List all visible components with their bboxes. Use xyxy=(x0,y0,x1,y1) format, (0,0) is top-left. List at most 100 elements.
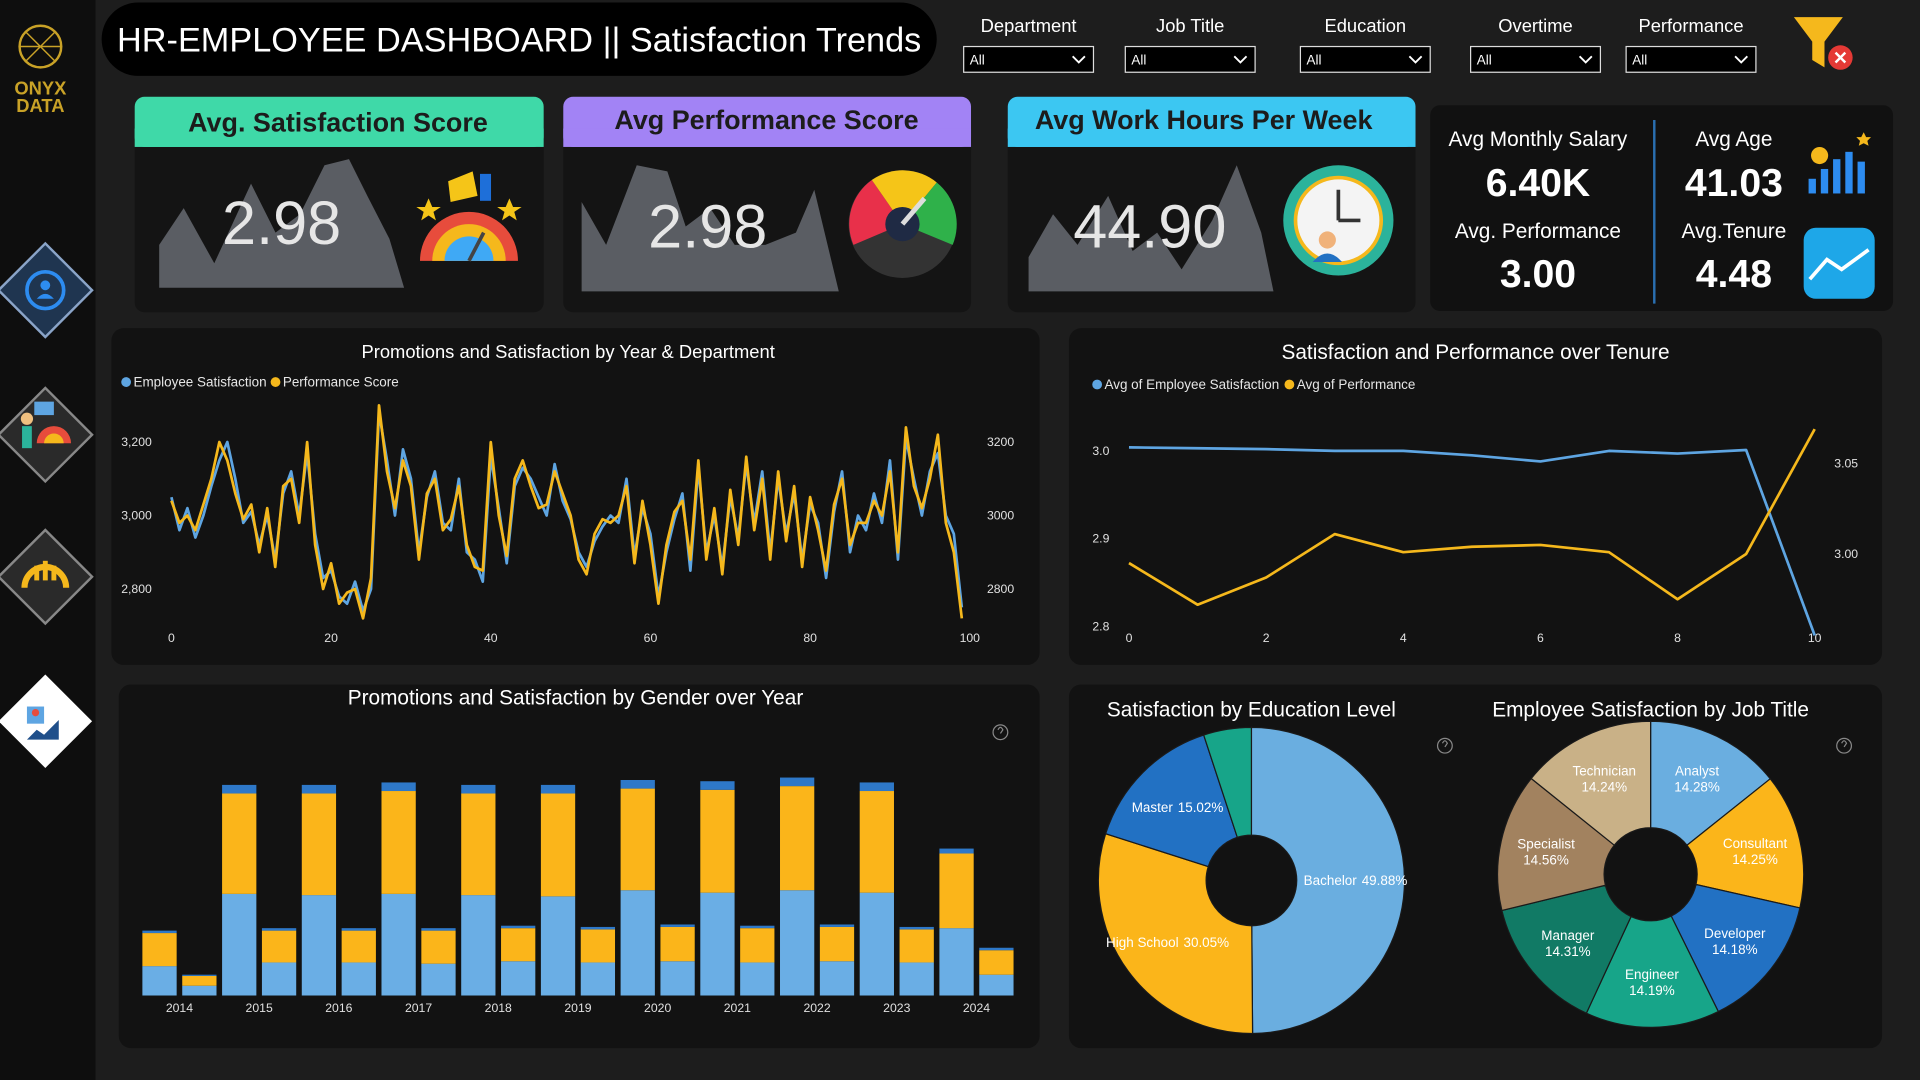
x-tick-label: 2018 xyxy=(485,1001,512,1015)
bar-segment xyxy=(421,928,456,931)
bar-segment xyxy=(819,924,855,927)
nav-trends[interactable] xyxy=(0,528,94,626)
x-tick-label: 60 xyxy=(644,631,658,645)
y2-tick-label: 3200 xyxy=(987,435,1014,449)
kpi-title: Avg. Satisfaction Score xyxy=(188,107,488,137)
slice-value: 14.31% xyxy=(1545,943,1591,958)
y-tick-label: 3,200 xyxy=(121,435,152,449)
bar-segment xyxy=(580,962,616,996)
bar-segment xyxy=(501,961,536,996)
slice-category: High School xyxy=(1106,935,1179,950)
bar-segment xyxy=(740,928,775,963)
pie-slice xyxy=(1250,726,1405,1035)
pie-slice xyxy=(1097,832,1254,1035)
bar-segment xyxy=(421,930,456,964)
y2-tick-label: 3000 xyxy=(987,509,1014,523)
bar-segment xyxy=(740,962,775,996)
x-tick-label: 2016 xyxy=(325,1001,352,1015)
bar-segment xyxy=(540,896,576,996)
bar-segment xyxy=(939,928,974,996)
pie-slice xyxy=(1501,884,1632,1015)
filter-dropdown[interactable]: All xyxy=(963,45,1095,73)
kpi-value: 2.98 xyxy=(222,189,341,257)
pie-slice xyxy=(1496,777,1616,912)
nav-overview[interactable] xyxy=(0,674,93,768)
pie-slice xyxy=(1104,734,1239,868)
pie-slice xyxy=(1202,726,1253,839)
filter-dropdown[interactable]: All xyxy=(1625,45,1757,73)
x-tick-label: 2 xyxy=(1263,631,1270,645)
y2-tick-label: 2800 xyxy=(987,582,1014,596)
stat-label: Avg Age xyxy=(1695,128,1772,151)
stat-value: 3.00 xyxy=(1500,253,1576,296)
stats-card xyxy=(1430,105,1894,312)
dropdown-chevron xyxy=(1408,55,1423,64)
bar-segment xyxy=(580,926,616,930)
bar-segment xyxy=(301,784,337,794)
kpi-value: 2.98 xyxy=(648,193,767,261)
dropdown-box xyxy=(1625,45,1757,73)
dropdown-chevron xyxy=(1734,55,1748,64)
bar-segment xyxy=(501,928,536,962)
nav-performance[interactable] xyxy=(0,386,94,484)
bar-segment xyxy=(859,782,894,792)
slice-value: 30.05% xyxy=(1183,935,1229,950)
bar-segment xyxy=(142,930,177,934)
line-series xyxy=(170,403,964,620)
bar-segment xyxy=(501,925,536,929)
y2-tick-label: 3.05 xyxy=(1834,456,1858,470)
filter-dropdown[interactable]: All xyxy=(1470,45,1602,73)
dashboard-title: HR-EMPLOYEE DASHBOARD || Satisfaction Tr… xyxy=(117,21,921,59)
stat-value: 6.40K xyxy=(1486,162,1591,205)
slice-label: Developer 14.18% xyxy=(1704,926,1766,957)
title-pill xyxy=(101,2,937,76)
y-tick-label: 3,000 xyxy=(121,509,152,523)
clear-filters[interactable] xyxy=(1793,17,1853,70)
slice-category: Bachelor xyxy=(1304,873,1358,888)
slice-category: Specialist xyxy=(1517,836,1575,851)
filter-dropdown[interactable]: All xyxy=(1299,45,1431,73)
x-tick-label: 2017 xyxy=(405,1001,432,1015)
x-tick-label: 80 xyxy=(803,631,817,645)
kpi-title: Avg Performance Score xyxy=(614,105,918,135)
stat-value: 4.48 xyxy=(1696,253,1772,296)
line-series xyxy=(1128,446,1816,636)
y-tick-label: 3.0 xyxy=(1092,444,1109,458)
filter-dropdown[interactable]: All xyxy=(1124,45,1256,73)
y-tick-label: 2.8 xyxy=(1092,620,1109,634)
nav-satisfaction[interactable] xyxy=(0,241,94,339)
bar-segment xyxy=(580,929,616,963)
legend-label: Avg of Employee Satisfaction xyxy=(1104,377,1279,392)
bar-segment xyxy=(381,893,416,996)
x-tick-label: 2019 xyxy=(564,1001,591,1015)
help-icon[interactable] xyxy=(992,724,1009,741)
slice-value: 15.02% xyxy=(1178,800,1224,815)
logo: ONYX DATA xyxy=(14,24,67,116)
bar-segment xyxy=(540,793,576,897)
help-icon[interactable] xyxy=(1436,737,1453,754)
bar-segment xyxy=(620,780,655,789)
x-tick-label: 0 xyxy=(1126,631,1133,645)
slice-label: Consultant 14.25% xyxy=(1723,835,1788,866)
bar-segment xyxy=(819,926,855,962)
pie-slice xyxy=(1530,720,1652,847)
bar-segment xyxy=(421,963,456,996)
legend-swatch xyxy=(270,377,281,387)
bar-segment xyxy=(700,892,735,996)
slice-value: 14.18% xyxy=(1712,942,1758,957)
bar-segment xyxy=(301,895,337,996)
filter-label: Overtime xyxy=(1498,15,1572,36)
legend-swatch xyxy=(1284,379,1295,390)
kpi-card xyxy=(563,96,972,313)
bar-segment xyxy=(381,791,416,894)
line-series xyxy=(1128,428,1816,607)
x-tick-label: 2021 xyxy=(724,1001,751,1015)
filter-label: Job Title xyxy=(1156,15,1224,36)
dropdown-value: All xyxy=(1307,53,1322,68)
bar-segment xyxy=(182,974,217,976)
x-tick-label: 2023 xyxy=(883,1001,910,1015)
bar-segment xyxy=(899,929,934,963)
help-icon[interactable] xyxy=(1836,737,1853,754)
dropdown-value: All xyxy=(1632,53,1647,68)
